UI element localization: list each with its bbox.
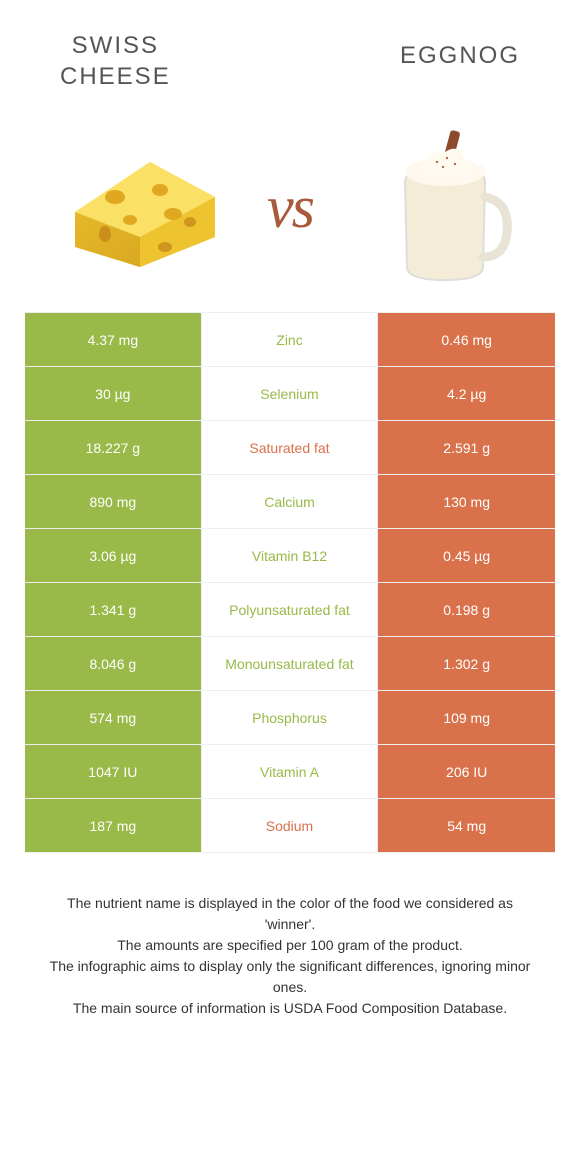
footer-line: The amounts are specified per 100 gram o… bbox=[40, 935, 540, 956]
nutrient-row: 3.06 µgVitamin B120.45 µg bbox=[25, 529, 555, 583]
eggnog-icon bbox=[365, 122, 515, 292]
vs-label: vs bbox=[267, 173, 313, 242]
right-value: 4.2 µg bbox=[378, 367, 555, 420]
left-value: 3.06 µg bbox=[25, 529, 202, 582]
right-food-image bbox=[350, 122, 530, 292]
nutrient-name: Calcium bbox=[202, 475, 379, 528]
nutrient-row: 1.341 gPolyunsaturated fat0.198 g bbox=[25, 583, 555, 637]
footer-line: The infographic aims to display only the… bbox=[40, 956, 540, 998]
left-value: 8.046 g bbox=[25, 637, 202, 690]
left-food-image bbox=[50, 122, 230, 292]
left-food-title: Swiss cheese bbox=[60, 30, 171, 92]
nutrient-row: 187 mgSodium54 mg bbox=[25, 799, 555, 853]
nutrient-name: Vitamin A bbox=[202, 745, 379, 798]
left-value: 1.341 g bbox=[25, 583, 202, 636]
nutrient-row: 574 mgPhosphorus109 mg bbox=[25, 691, 555, 745]
nutrient-name: Zinc bbox=[202, 313, 379, 366]
right-value: 0.198 g bbox=[378, 583, 555, 636]
right-value: 0.46 mg bbox=[378, 313, 555, 366]
right-food-title: Eggnog bbox=[400, 40, 520, 71]
header: Swiss cheese Eggnog bbox=[0, 0, 580, 92]
nutrient-row: 18.227 gSaturated fat2.591 g bbox=[25, 421, 555, 475]
right-value: 2.591 g bbox=[378, 421, 555, 474]
title-text: cheese bbox=[60, 63, 171, 90]
nutrient-name: Selenium bbox=[202, 367, 379, 420]
right-value: 109 mg bbox=[378, 691, 555, 744]
nutrient-row: 4.37 mgZinc0.46 mg bbox=[25, 313, 555, 367]
images-row: vs bbox=[0, 102, 580, 312]
right-value: 1.302 g bbox=[378, 637, 555, 690]
nutrient-name: Saturated fat bbox=[202, 421, 379, 474]
title-text: Eggnog bbox=[400, 42, 520, 69]
nutrient-row: 1047 IUVitamin A206 IU bbox=[25, 745, 555, 799]
footer-line: The main source of information is USDA F… bbox=[40, 998, 540, 1019]
left-value: 30 µg bbox=[25, 367, 202, 420]
title-text: Swiss bbox=[72, 32, 159, 59]
nutrient-name: Phosphorus bbox=[202, 691, 379, 744]
footer-line: The nutrient name is displayed in the co… bbox=[40, 893, 540, 935]
nutrient-name: Vitamin B12 bbox=[202, 529, 379, 582]
swiss-cheese-icon bbox=[55, 142, 225, 272]
left-value: 574 mg bbox=[25, 691, 202, 744]
left-value: 1047 IU bbox=[25, 745, 202, 798]
nutrient-table: 4.37 mgZinc0.46 mg30 µgSelenium4.2 µg18.… bbox=[25, 312, 555, 853]
right-value: 130 mg bbox=[378, 475, 555, 528]
footer-notes: The nutrient name is displayed in the co… bbox=[40, 893, 540, 1019]
left-value: 890 mg bbox=[25, 475, 202, 528]
nutrient-row: 30 µgSelenium4.2 µg bbox=[25, 367, 555, 421]
left-value: 18.227 g bbox=[25, 421, 202, 474]
right-value: 0.45 µg bbox=[378, 529, 555, 582]
right-value: 206 IU bbox=[378, 745, 555, 798]
nutrient-row: 8.046 gMonounsaturated fat1.302 g bbox=[25, 637, 555, 691]
nutrient-row: 890 mgCalcium130 mg bbox=[25, 475, 555, 529]
right-value: 54 mg bbox=[378, 799, 555, 852]
nutrient-name: Monounsaturated fat bbox=[202, 637, 379, 690]
nutrient-name: Polyunsaturated fat bbox=[202, 583, 379, 636]
left-value: 4.37 mg bbox=[25, 313, 202, 366]
nutrient-name: Sodium bbox=[202, 799, 379, 852]
left-value: 187 mg bbox=[25, 799, 202, 852]
